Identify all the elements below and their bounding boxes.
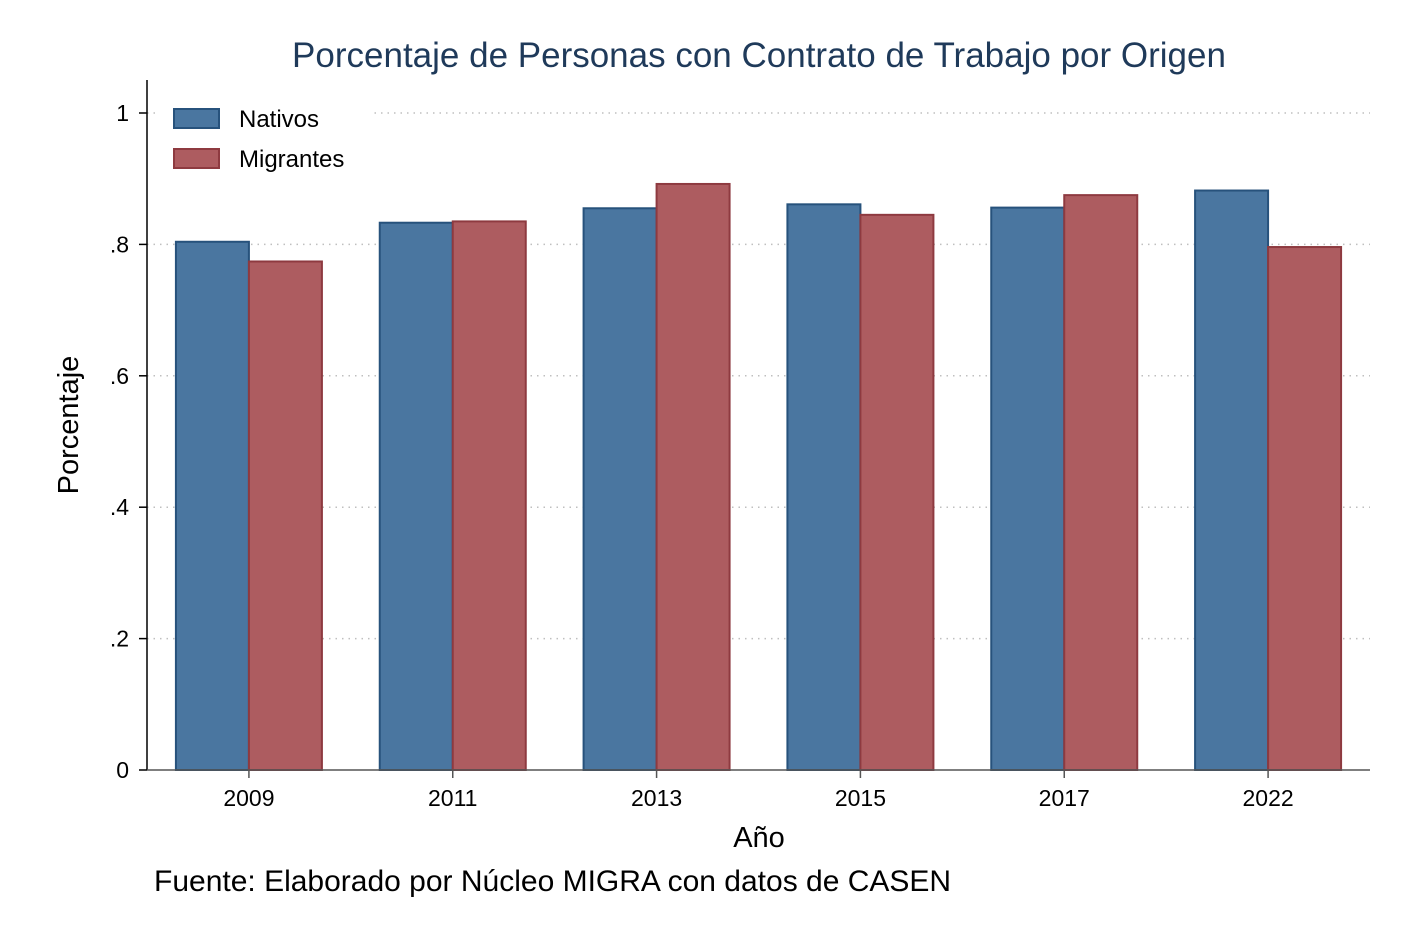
bar-nativos-2015 bbox=[786, 203, 862, 771]
legend: Nativos Migrantes bbox=[160, 95, 370, 185]
y-tick-label: .8 bbox=[110, 231, 129, 257]
bars-group bbox=[174, 182, 1343, 772]
source-note: Fuente: Elaborado por Núcleo MIGRA con d… bbox=[154, 865, 951, 898]
x-axis-title: Año bbox=[733, 822, 785, 854]
x-tick-label: 2013 bbox=[631, 785, 682, 811]
gridlines bbox=[147, 112, 1370, 640]
bar-nativos-2013 bbox=[582, 207, 658, 771]
x-tick-label: 2017 bbox=[1039, 785, 1090, 811]
legend-label-migrantes: Migrantes bbox=[239, 146, 344, 173]
chart-title: Porcentaje de Personas con Contrato de T… bbox=[292, 36, 1226, 75]
legend-swatch-migrantes bbox=[173, 148, 220, 169]
x-tick-label: 2011 bbox=[428, 785, 477, 811]
bar-migrantes-2015 bbox=[859, 213, 935, 771]
bar-nativos-2011 bbox=[378, 221, 454, 771]
bar-migrantes-2013 bbox=[655, 182, 731, 771]
x-tick-label: 2022 bbox=[1242, 785, 1293, 811]
x-tick-label: 2009 bbox=[223, 785, 274, 811]
y-tick-label: 1 bbox=[116, 100, 129, 126]
legend-label-nativos: Nativos bbox=[239, 106, 319, 133]
bar-nativos-2009 bbox=[174, 240, 250, 772]
y-tick-label: .4 bbox=[110, 494, 129, 520]
bar-nativos-2017 bbox=[990, 206, 1066, 772]
x-axis-ticks: 2009 2011 2013 2015 2017 2022 bbox=[223, 770, 1294, 811]
x-tick-label: 2015 bbox=[835, 785, 886, 811]
bar-migrantes-2011 bbox=[451, 220, 527, 771]
y-axis-title: Porcentaje bbox=[53, 356, 85, 495]
y-tick-label: .2 bbox=[110, 626, 129, 652]
bar-nativos-2022 bbox=[1194, 189, 1270, 771]
bar-migrantes-2022 bbox=[1267, 246, 1343, 771]
y-tick-label: 0 bbox=[116, 757, 129, 783]
bar-migrantes-2017 bbox=[1063, 194, 1139, 771]
bar-migrantes-2009 bbox=[247, 260, 323, 771]
y-axis-ticks: 0 .2 .4 .6 .8 1 bbox=[110, 100, 147, 783]
legend-swatch-nativos bbox=[173, 108, 220, 129]
y-tick-label: .6 bbox=[110, 363, 129, 389]
